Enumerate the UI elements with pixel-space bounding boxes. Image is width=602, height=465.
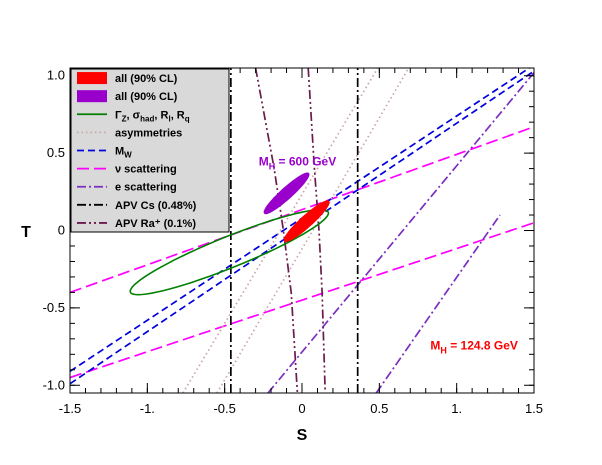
x-tick-label: 1.: [451, 401, 462, 416]
series-7: [230, 68, 359, 393]
y-tick-label: -0.5: [43, 300, 65, 315]
legend: all (90% CL) all (90% CL) ΓZ, σhad, Rl, Rq…: [70, 68, 230, 233]
ellipse-mark: [129, 208, 330, 296]
line-mark: [182, 68, 379, 393]
legend-entry: all (90% CL): [77, 90, 178, 103]
x-tick-label: 0: [298, 401, 305, 416]
x-tick-label: 0.5: [370, 401, 388, 416]
y-tick-label: 0.5: [47, 145, 65, 160]
curve-mark: [254, 68, 299, 393]
y-tick-label: 1.0: [47, 68, 65, 83]
annotation-label: MH = 600 GeV: [259, 155, 337, 172]
ellipse-mark: [263, 172, 310, 215]
line-mark: [70, 126, 534, 294]
series-5: [70, 126, 534, 379]
series-1: [263, 172, 310, 215]
y-axis-label: T: [21, 224, 31, 241]
x-tick-label: -1.: [140, 401, 155, 416]
legend-label: all (90% CL): [115, 91, 178, 103]
x-axis-label: S: [297, 427, 308, 444]
legend-label: APV Ra⁺ (0.1%): [115, 218, 196, 230]
annotation-label: MH = 124.8 GeV: [430, 339, 518, 356]
curve-mark: [307, 68, 327, 393]
legend-label: ΓZ, σhad, Rl, Rq: [115, 109, 190, 123]
legend-entry: MW: [77, 146, 132, 160]
series-8: [254, 68, 327, 393]
annotations: MH = 600 GeV MH = 124.8 GeV: [259, 155, 518, 356]
y-tick-label: 0: [58, 223, 65, 238]
series-0: [283, 200, 330, 243]
legend-entry: ΓZ, σhad, Rl, Rq: [77, 109, 190, 123]
x-tick-label: -1.5: [59, 401, 81, 416]
ellipse-mark: [283, 200, 330, 243]
legend-entry: APV Cs (0.48%): [77, 200, 197, 212]
x-tick-label: 1.5: [525, 401, 543, 416]
legend-entry: ν scattering: [77, 164, 177, 176]
line-mark: [267, 72, 534, 393]
series-layer: [70, 68, 534, 393]
legend-swatch: [77, 72, 107, 85]
line-mark: [216, 68, 410, 393]
legend-entry: APV Ra⁺ (0.1%): [77, 218, 196, 230]
legend-label: APV Cs (0.48%): [115, 200, 197, 212]
y-tick-label: -1.0: [43, 377, 65, 392]
x-tick-label: -0.5: [213, 401, 235, 416]
line-mark: [375, 214, 501, 393]
legend-label: MW: [115, 146, 132, 160]
legend-label: all (90% CL): [115, 73, 178, 85]
legend-entry: e scattering: [77, 182, 177, 194]
legend-swatch: [77, 90, 107, 103]
series-3: [182, 68, 410, 393]
legend-label: asymmetries: [115, 127, 182, 139]
legend-entry: asymmetries: [77, 127, 182, 139]
legend-label: ν scattering: [115, 164, 177, 176]
legend-entry: all (90% CL): [77, 72, 178, 85]
series-6: [267, 72, 534, 393]
series-2: [129, 208, 330, 296]
legend-label: e scattering: [115, 182, 177, 194]
line-mark: [70, 221, 534, 379]
